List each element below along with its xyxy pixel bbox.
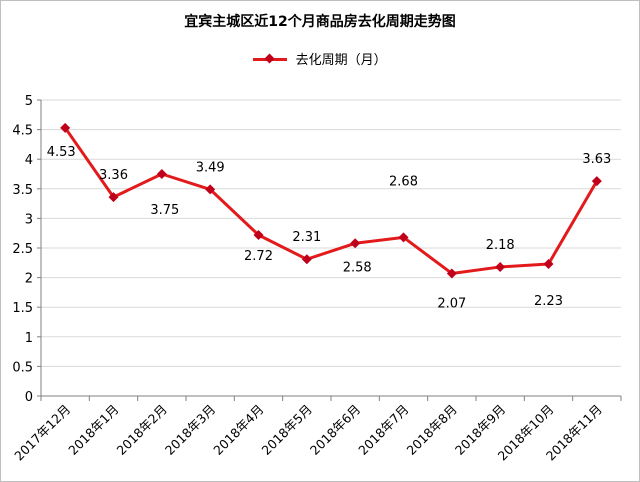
- data-point-marker: [253, 229, 264, 240]
- data-point-marker: [398, 232, 409, 243]
- x-tick-label: 2018年7月: [355, 402, 411, 458]
- y-tick-label: 2: [25, 272, 33, 287]
- legend: 去化周期（月）: [1, 49, 639, 68]
- y-tick-label: 2.5: [12, 242, 33, 257]
- x-tick-label: 2018年1月: [65, 402, 121, 458]
- y-tick-label: 0.5: [12, 360, 33, 375]
- data-point-marker: [543, 258, 554, 269]
- data-label: 3.36: [99, 168, 128, 183]
- x-tick-label: 2018年5月: [259, 402, 315, 458]
- data-point-marker: [156, 169, 167, 179]
- data-point-marker: [446, 268, 457, 279]
- chart-title: 宜宾主城区近12个月商品房去化周期走势图: [184, 14, 456, 30]
- y-tick-label: 3: [25, 212, 33, 227]
- data-label: 2.31: [292, 230, 321, 245]
- y-tick-label: 5: [25, 94, 33, 109]
- data-point-marker: [350, 238, 361, 249]
- data-point-marker: [495, 261, 506, 272]
- y-tick-label: 4.5: [12, 124, 33, 139]
- data-point-marker: [301, 254, 312, 265]
- x-tick-label: 2017年12月: [11, 402, 73, 464]
- data-label: 2.23: [534, 294, 563, 309]
- data-point-marker: [60, 122, 71, 133]
- data-point-marker: [108, 192, 119, 203]
- legend-series-label: 去化周期（月）: [295, 53, 387, 68]
- x-tick-label: 2018年8月: [404, 402, 460, 458]
- y-tick-label: 1.5: [12, 301, 33, 316]
- y-tick-label: 4: [25, 153, 33, 168]
- y-tick-label: 1: [25, 331, 33, 346]
- data-label: 2.07: [437, 296, 466, 311]
- data-label: 2.72: [244, 249, 273, 264]
- x-tick-label: 2018年4月: [210, 402, 266, 458]
- y-tick-label: 3.5: [12, 183, 33, 198]
- data-label: 3.75: [150, 203, 179, 218]
- data-point-marker: [205, 184, 216, 195]
- series-line: [63, 126, 599, 275]
- data-label: 2.68: [389, 174, 418, 189]
- data-label: 4.53: [47, 145, 76, 160]
- x-tick-label: 2018年6月: [307, 402, 363, 458]
- data-label: 2.58: [343, 260, 372, 275]
- y-tick-label: 0: [25, 390, 33, 405]
- data-label: 2.18: [486, 238, 515, 253]
- x-tick-label: 2018年2月: [114, 402, 170, 458]
- x-tick-label: 2018年3月: [162, 402, 218, 458]
- data-point-marker: [591, 176, 602, 187]
- data-label: 3.63: [582, 152, 611, 167]
- data-label: 3.49: [196, 160, 225, 175]
- legend-line-marker-icon: [253, 53, 288, 65]
